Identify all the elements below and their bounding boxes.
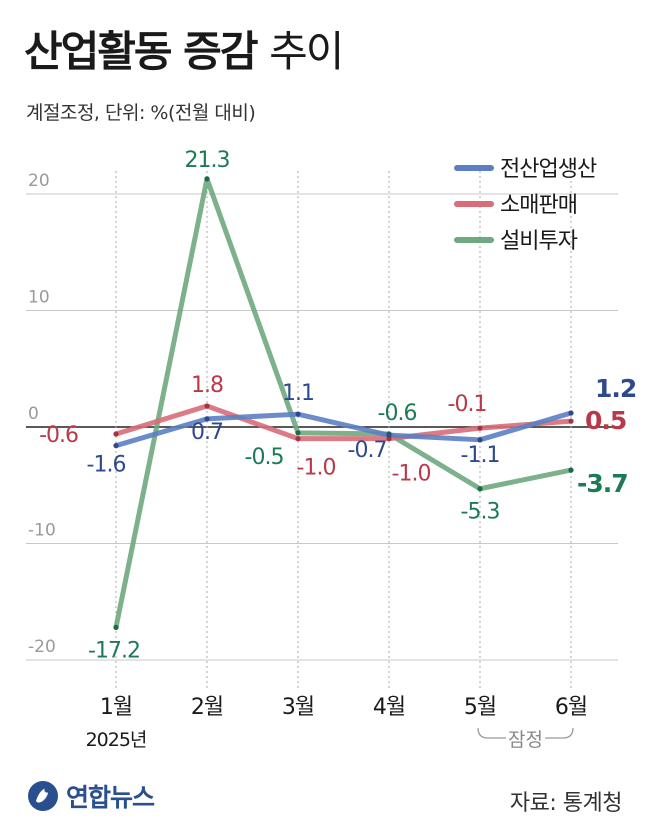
data-label: 1.2 [595,374,636,403]
chart-title-main: 산업활동 증감 [24,27,258,76]
data-label: -0.6 [39,423,78,448]
yonhap-logo-icon [28,781,58,811]
y-tick-label: 10 [28,288,50,308]
chart-title-suffix: 추이 [269,27,344,76]
data-label: 0.7 [191,420,223,445]
series-line-1 [113,403,574,442]
data-point [477,425,483,431]
data-label: 1.1 [282,381,314,406]
data-label: -1.6 [87,453,126,478]
x-tick-label: 5월 [464,695,496,720]
data-label: 0.5 [585,406,626,435]
data-point [113,443,119,449]
y-tick-label: 0 [28,404,39,424]
data-label: -3.7 [577,469,628,498]
data-point [477,437,483,443]
data-point [295,436,301,442]
y-tick-label: 20 [28,171,50,191]
publisher-logo-text: 연합뉴스 [66,783,155,812]
legend-label: 전산업생산 [500,157,597,182]
data-point [568,418,574,424]
x-tick-label: 1월 [100,695,132,720]
publisher-logo: 연합뉴스 [26,778,155,814]
data-point [113,431,119,437]
data-point [568,410,574,416]
data-point [386,432,392,438]
data-point [204,176,210,182]
data-point [113,624,119,630]
data-label: -0.1 [448,392,487,417]
data-source: 자료: 통계청 [509,791,623,816]
series-line-2 [113,176,574,630]
preliminary-label: 잠정 [508,729,543,751]
x-tick-label: 6월 [555,695,587,720]
data-point [477,486,483,492]
x-tick-label: 2월 [191,695,223,720]
series-line-0 [113,410,574,449]
data-label: -1.1 [461,443,500,468]
x-tick-label: 4월 [373,695,405,720]
data-label: -0.7 [348,438,387,463]
data-label: -0.6 [378,401,417,426]
chart-subtitle: 계절조정, 단위: %(전월 대비) [26,102,256,124]
legend-label: 설비투자 [500,229,578,254]
data-point [568,467,574,473]
preliminary-bracket [477,727,574,739]
data-point [295,430,301,436]
data-label: -1.0 [392,462,431,487]
data-label: 21.3 [185,148,230,173]
legend-label: 소매판매 [500,193,577,218]
x-tick-label: 3월 [282,695,314,720]
data-label: -17.2 [88,638,140,663]
data-label: -1.0 [297,456,336,481]
data-point [295,411,301,417]
data-label: -0.5 [245,445,284,470]
chart-title: 산업활동 증감 추이 [24,26,344,78]
y-tick-label: -10 [28,521,56,541]
data-label: -5.3 [461,500,500,525]
data-point [204,416,210,422]
data-point [204,403,210,409]
data-label: 1.8 [191,373,223,398]
year-label: 2025년 [86,729,147,751]
y-tick-label: -20 [28,637,56,657]
